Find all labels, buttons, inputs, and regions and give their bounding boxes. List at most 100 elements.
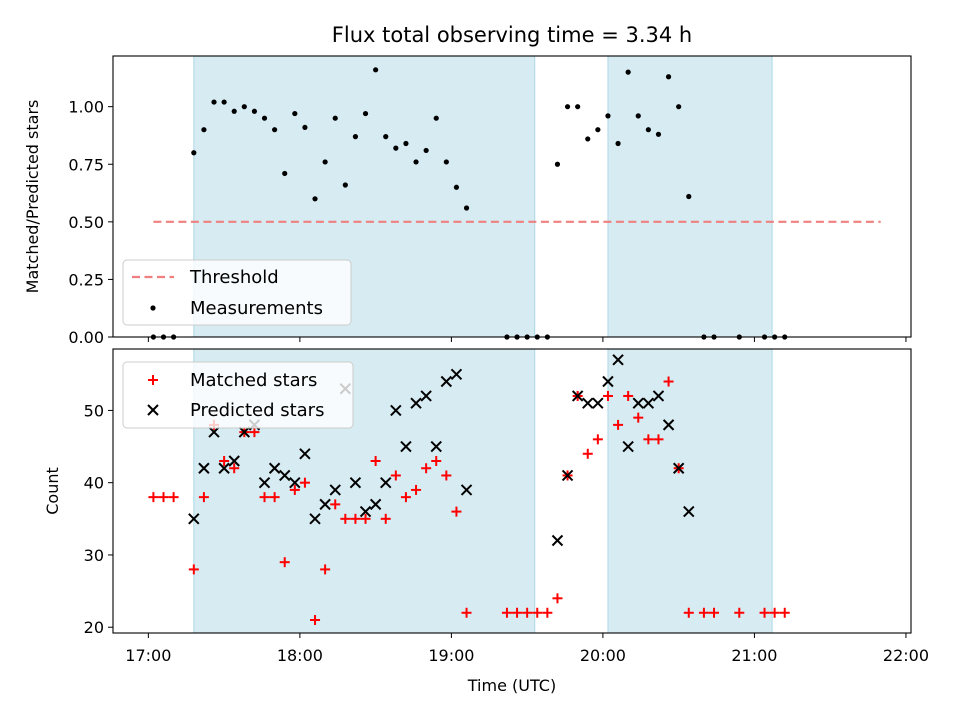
measurement-point [655,131,662,137]
x-stroke [612,354,624,366]
predicted-star-point [390,404,402,417]
predicted-star-point [218,462,230,474]
predicted-star-point [329,484,341,496]
matched-star-point [592,434,603,445]
measurement-point [332,115,338,121]
x-axis-label: Time (UTC) [467,676,556,695]
x-stroke [662,419,675,431]
x-stroke [279,469,291,482]
matched-star-point [623,390,634,401]
measurement-point [423,147,429,154]
x-stroke [228,455,240,467]
measurement-point [413,159,419,165]
measurement-point [554,161,561,167]
matched-star-point [350,513,361,524]
matched-star-point [698,607,709,618]
predicted-star-point [582,397,594,409]
measurement-point [373,67,379,73]
measurement-point [251,108,258,114]
matched-star-point [653,434,664,445]
measurement-point [403,140,409,147]
matched-star-point [390,470,401,481]
measurement-point [585,136,591,142]
measurement-point [241,104,247,110]
measurement-point [383,134,389,140]
matched-star-point [532,607,543,618]
predicted-star-point [258,476,271,489]
predicted-star-point [672,462,685,474]
predicted-star-point [622,440,634,453]
measurement-point [342,182,348,188]
y-axis-label: Count [43,467,62,515]
y-tick-label: 40 [84,474,104,493]
matched-star-point [779,607,790,618]
y-tick-label: 50 [84,401,104,420]
measurement-point [282,170,288,177]
matched-star-point [188,564,199,575]
matched-star-point [289,484,300,495]
y-tick-label: 30 [84,546,104,565]
matched-star-point [542,607,553,618]
measurement-point [453,184,460,190]
matched-star-point [158,492,169,503]
predicted-star-point [460,484,473,496]
x-stroke [369,498,382,511]
matched-star-point [370,456,381,467]
measurement-point [221,99,227,105]
x-stroke [400,440,412,453]
matched-star-point [582,448,593,459]
x-stroke [632,397,644,409]
matched-star-point [198,492,209,503]
predicted-star-point [450,368,463,380]
predicted-star-point [602,375,614,388]
measurement-point [433,115,439,121]
measurement-point [595,127,601,133]
matched-star-point [269,492,280,503]
measurement-point [261,115,268,121]
predicted-star-point [612,354,624,366]
x-tick-label: 17:00 [125,646,171,665]
x-stroke [289,476,301,489]
x-tick-label: 22:00 [883,646,929,665]
x-stroke [329,484,341,496]
x-stroke [359,505,372,518]
x-stroke [380,476,392,489]
x-stroke [198,462,210,474]
matched-star-point [310,614,321,625]
predicted-star-point [359,505,372,518]
matched-star-point [168,492,179,503]
x-stroke [309,513,321,525]
axes-frame [112,348,912,634]
count-panel: 20 30 40 50 17:00 18:00 19:00 20:00 21:00 22:00 Co… [43,348,929,695]
measurement-point [362,110,369,117]
matched-star-point [613,419,624,430]
measurement-point [635,113,641,119]
matched-star-point [148,492,159,503]
matched-star-point [380,513,391,524]
x-stroke [571,390,584,402]
x-stroke [450,368,463,380]
measurement-point [575,104,581,110]
predicted-star-point [410,397,422,409]
x-stroke [420,390,432,402]
measurement-point [231,108,237,114]
x-stroke [430,440,442,453]
predicted-star-point [369,498,382,511]
predicted-star-point [228,455,240,467]
measurement-point [302,124,308,131]
measurement-point [564,104,571,110]
x-tick-label: 20:00 [580,646,626,665]
matched-star-point [522,607,533,618]
x-tick-label: 21:00 [731,646,777,665]
predicted-star-point [289,476,301,489]
x-stroke [622,440,634,453]
matched-star-point [451,506,462,517]
predicted-star-point [551,534,564,547]
axes-frame [112,55,912,338]
measurement-point [605,113,611,119]
matched-star-point [709,607,720,618]
matched-star-point [643,434,654,445]
chart-title: Flux total observing time = 3.34 h [332,23,692,47]
legend: Threshold Measurements [122,259,352,326]
x-stroke [349,476,362,489]
